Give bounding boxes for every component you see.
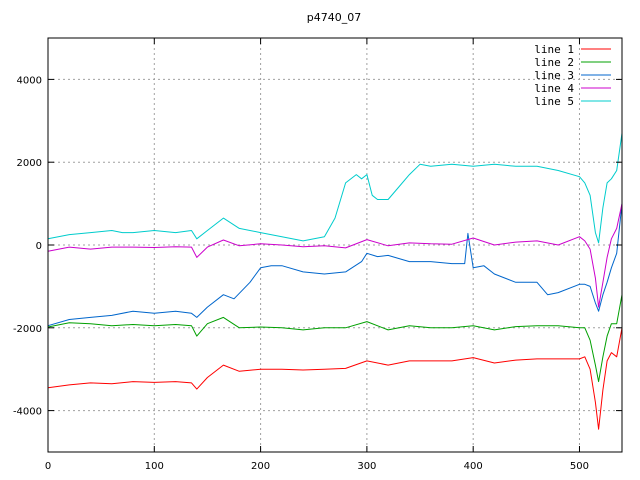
axis-ticks: 0 100 200 300 400 500 -4000 -2000 0 2000 4000 [13,38,622,472]
x-tick-label: 400 [464,461,483,472]
series-line-5 [47,133,623,244]
legend-label-5: line 5 [534,95,574,108]
y-tick-label: 0 [36,241,42,252]
legend-label-4: line 4 [534,82,574,95]
series-lines [47,133,623,430]
series-line-3 [47,203,623,327]
legend-label-2: line 2 [534,56,574,69]
x-tick-label: 100 [145,461,164,472]
series-line-4 [47,203,623,308]
chart-title: p4740_07 [307,11,361,24]
x-tick-label: 0 [45,461,51,472]
legend-label-1: line 1 [534,43,574,56]
series-line-1 [47,327,623,430]
y-tick-label: 2000 [17,158,42,169]
y-tick-label: -4000 [13,407,42,418]
y-tick-label: 4000 [17,75,42,86]
y-tick-label: -2000 [13,324,42,335]
legend-label-3: line 3 [534,69,574,82]
x-tick-label: 500 [570,461,589,472]
x-tick-label: 200 [251,461,270,472]
x-tick-label: 300 [357,461,376,472]
series-line-2 [47,294,623,383]
